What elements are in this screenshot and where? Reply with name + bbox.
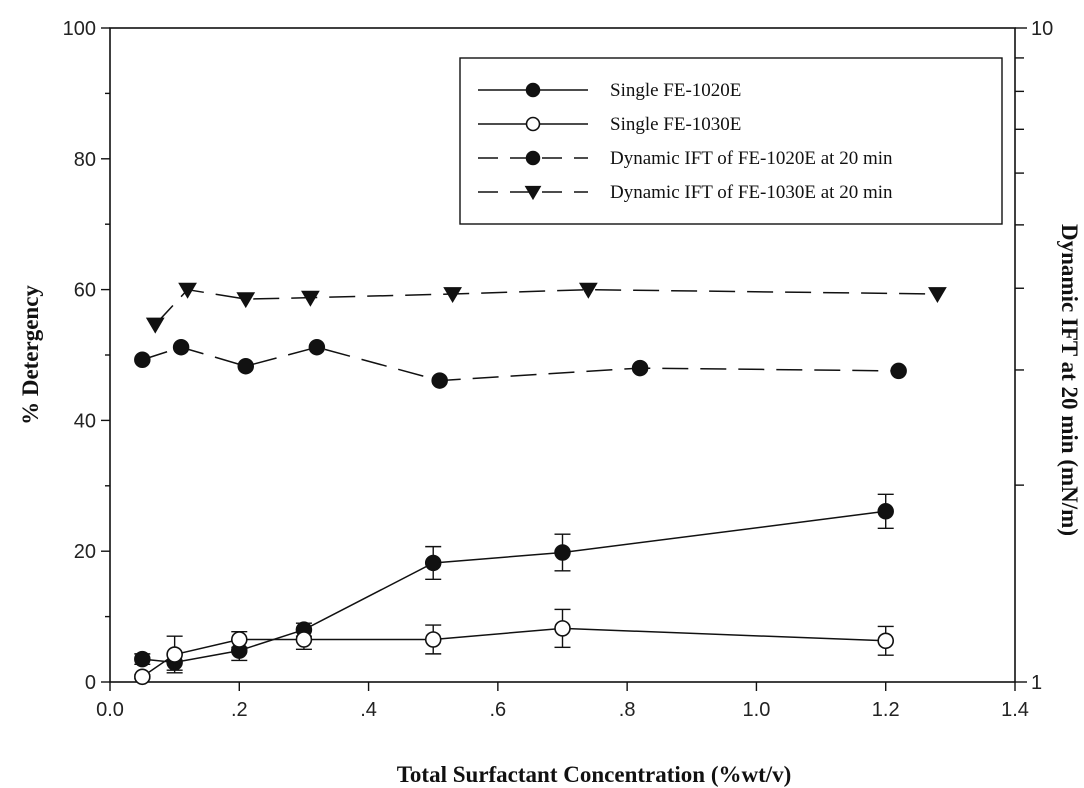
x-axis-title: Total Surfactant Concentration (%wt/v): [397, 762, 792, 787]
y-tick-label: 80: [74, 149, 96, 171]
data-point: [134, 351, 151, 368]
legend-label: Single FE-1030E: [610, 114, 741, 135]
data-point: [443, 287, 462, 304]
x-tick-label: .2: [231, 699, 248, 721]
y-tick-label: 20: [74, 541, 96, 563]
data-point: [308, 338, 326, 356]
legend-box: [459, 57, 1003, 225]
y2-tick-label: 10: [1031, 18, 1053, 40]
x-tick-label: 1.0: [743, 699, 771, 721]
series-3: [145, 282, 947, 334]
data-point: [134, 650, 151, 668]
legend-marker: [525, 82, 541, 98]
legend: Single FE-1020E Single FE-1030E Dynamic IF…: [459, 57, 1003, 225]
axis-ticks: 0.0 .2 .4 .6 .8 1.0 1.2 1.4 0 20 40 60 80 100 1 10: [63, 18, 1054, 721]
data-point: [424, 631, 442, 648]
y-tick-label: 60: [74, 280, 96, 302]
legend-label: Dynamic IFT of FE-1030E at 20 min: [610, 182, 893, 203]
series-0: [134, 493, 894, 671]
legend-marker: [525, 116, 541, 132]
data-point: [145, 317, 165, 334]
data-point: [578, 282, 598, 299]
data-point: [236, 292, 256, 309]
x-tick-label: .4: [360, 699, 377, 721]
y-axis-title: % Detergency: [18, 285, 43, 425]
data-point: [890, 362, 907, 380]
data-point: [554, 544, 571, 561]
data-point: [134, 668, 151, 686]
series-line: [141, 627, 886, 678]
series-line: [142, 346, 899, 382]
x-tick-label: .8: [619, 699, 636, 721]
data-point: [237, 357, 254, 375]
y2-tick-label: 1: [1031, 672, 1042, 694]
series-line: [154, 288, 938, 326]
data-point: [230, 631, 248, 648]
y2-axis-title: Dynamic IFT at 20 min (mN/m): [1057, 224, 1082, 536]
x-tick-label: 1.4: [1001, 699, 1029, 721]
legend-label: Dynamic IFT of FE-1020E at 20 min: [610, 148, 893, 169]
data-point: [877, 632, 895, 650]
data-point: [166, 646, 183, 663]
data-point: [301, 290, 320, 307]
x-tick-label: 1.2: [872, 699, 900, 721]
legend-marker: [524, 185, 542, 201]
data-point: [424, 554, 442, 572]
series-2: [134, 338, 907, 389]
data-point: [554, 620, 571, 637]
series-1: [134, 608, 895, 686]
y-tick-label: 40: [74, 410, 96, 432]
x-tick-label: .6: [490, 699, 507, 721]
y-tick-label: 0: [85, 672, 96, 694]
data-point: [178, 282, 197, 299]
data-point: [631, 359, 649, 377]
legend-label: Single FE-1020E: [610, 80, 741, 101]
y-tick-label: 100: [63, 18, 96, 40]
data-point: [431, 372, 448, 389]
data-point: [295, 631, 313, 648]
data-point: [172, 338, 190, 356]
x-tick-label: 0.0: [96, 699, 124, 721]
legend-marker: [525, 150, 541, 166]
data-point: [877, 503, 894, 520]
data-point: [928, 287, 947, 304]
series-layer: [134, 282, 947, 686]
